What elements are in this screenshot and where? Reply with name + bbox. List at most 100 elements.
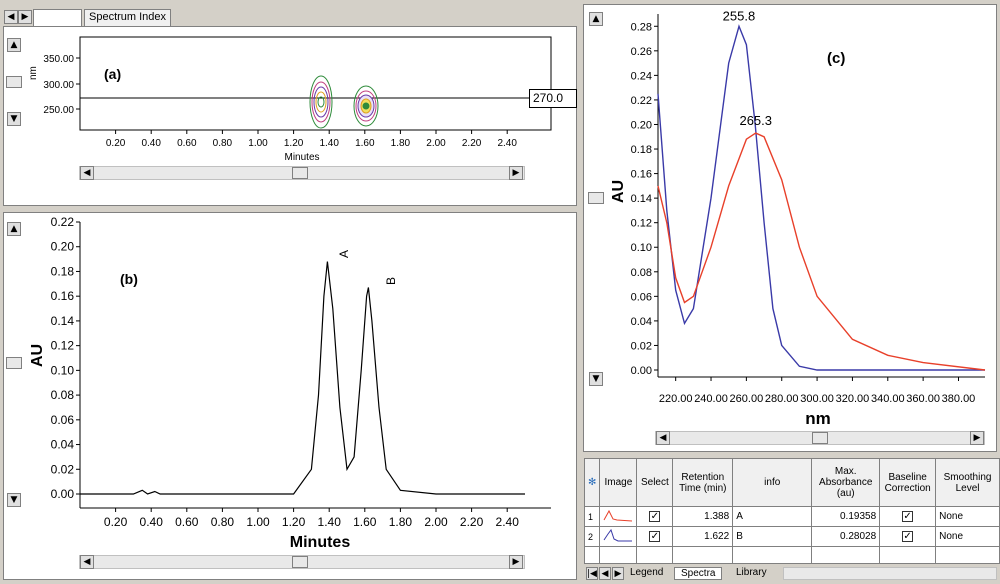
contour-y-tick-label: 350.00 — [43, 54, 74, 65]
contour-x-tick-label: 0.60 — [177, 138, 197, 149]
contour-plot: nm 350.00 300.00 250.00 0.20 0.40 0.60 0.80 1.… — [28, 36, 552, 163]
tab-nav-left-button[interactable]: ◀ — [4, 10, 18, 24]
chromatogram-x-tick-label: 0.20 — [104, 515, 128, 529]
col-header-image: Image — [599, 458, 638, 507]
spectra-x-tick-label: 280.00 — [765, 393, 799, 405]
contour-vscroll-thumb[interactable] — [6, 76, 22, 88]
contour-y-label: nm — [28, 66, 39, 80]
chromatogram-x-tick-label: 2.20 — [460, 515, 484, 529]
table-row[interactable]: 2 ✓ 1.622 B 0.28028 ✓ None — [583, 526, 1000, 547]
chromatogram-scroll-right-button[interactable]: ▶ — [509, 555, 523, 569]
table-settings-icon[interactable]: ✻ — [583, 458, 601, 507]
contour-peak-a — [309, 75, 333, 129]
peak-label-b: B — [384, 277, 398, 285]
spectra-y-label: AU — [610, 180, 627, 203]
empty-cell — [599, 546, 638, 564]
chromatogram-scroll-down-button[interactable]: ▼ — [7, 493, 21, 507]
empty-cell — [879, 546, 937, 564]
table-row-empty[interactable] — [583, 546, 1000, 564]
empty-cell — [811, 546, 881, 564]
tab-spectra[interactable]: Spectra — [674, 567, 723, 580]
chromatogram-x-tick-label: 2.40 — [496, 515, 520, 529]
chromatogram-x-tick-label: 1.80 — [389, 515, 413, 529]
chromatogram-y-tick-label: 0.16 — [51, 289, 75, 303]
row-info: A — [732, 506, 813, 527]
spectra-x-tick-label: 320.00 — [836, 393, 870, 405]
bottom-tab-next-button[interactable]: ▶ — [612, 567, 624, 580]
spectra-vscroll-thumb[interactable] — [588, 192, 604, 204]
table-header-row: ✻ Image Select Retention Time (min) info… — [583, 458, 1000, 507]
chromatogram-hscroll-thumb[interactable] — [292, 556, 308, 568]
spectra-y-tick-label: 0.20 — [631, 119, 652, 131]
chromatogram-x-tick-label: 1.40 — [318, 515, 342, 529]
chromatogram-y-tick-label: 0.06 — [51, 413, 75, 427]
chromatogram-x-tick-label: 0.80 — [211, 515, 235, 529]
row-select-checkbox[interactable]: ✓ — [636, 526, 674, 547]
spectra-y-tick-label: 0.12 — [631, 218, 652, 230]
spectra-y-tick-label: 0.00 — [631, 365, 652, 377]
table-hscrollbar[interactable] — [783, 567, 997, 580]
row-thumbnail-image — [599, 506, 638, 527]
chromatogram-x-tick-label: 1.00 — [246, 515, 270, 529]
contour-x-tick-label: 2.00 — [426, 138, 446, 149]
contour-x-tick-label: 1.80 — [391, 138, 411, 149]
contour-hscroll-thumb[interactable] — [292, 167, 308, 179]
contour-x-tick-label: 1.00 — [248, 138, 268, 149]
spectra-x-tick-label: 340.00 — [871, 393, 905, 405]
spectra-y-tick-label: 0.28 — [631, 21, 652, 33]
contour-x-label: Minutes — [284, 152, 319, 163]
row-thumbnail-image — [599, 526, 638, 547]
bottom-tab-first-button[interactable]: |◀ — [586, 567, 598, 580]
chromatogram-x-tick-label: 2.00 — [424, 515, 448, 529]
chromatogram-scroll-up-button[interactable]: ▲ — [7, 222, 21, 236]
chromatogram-y-tick-label: 0.20 — [51, 240, 75, 254]
wavelength-input[interactable]: 270.0 — [529, 89, 577, 108]
chromatogram-vscroll-thumb[interactable] — [6, 357, 22, 369]
tab-contour[interactable]: Contour — [33, 9, 83, 26]
spectra-y-tick-label: 0.08 — [631, 267, 652, 279]
chromatogram-y-tick-label: 0.14 — [51, 314, 75, 328]
chromatogram-y-tick-label: 0.02 — [51, 462, 75, 476]
row-baseline-checkbox[interactable]: ✓ — [879, 506, 937, 527]
chromatogram-y-label: AU — [29, 344, 46, 367]
contour-x-tick-label: 0.40 — [141, 138, 161, 149]
contour-x-tick-label: 1.20 — [284, 138, 304, 149]
row-baseline-checkbox[interactable]: ✓ — [879, 526, 937, 547]
tab-library[interactable]: Library — [736, 567, 767, 578]
spectra-x-tick-label: 240.00 — [694, 393, 728, 405]
spectrum-a-max-label: 265.3 — [739, 113, 772, 128]
spectra-x-tick-label: 360.00 — [906, 393, 940, 405]
chromatogram-trace — [80, 261, 525, 495]
bottom-tab-prev-button[interactable]: ◀ — [599, 567, 611, 580]
spectra-hscroll-thumb[interactable] — [812, 432, 828, 444]
chromatogram-plot: AU Minutes (b) 0.22 0.20 0.18 0.16 0.14 0.12 0… — [29, 215, 551, 551]
spectra-y-tick-label: 0.04 — [631, 316, 652, 328]
empty-cell — [583, 546, 601, 564]
spectra-scroll-up-button[interactable]: ▲ — [589, 12, 603, 26]
row-select-checkbox[interactable]: ✓ — [636, 506, 674, 527]
tab-spectrum-index[interactable]: Spectrum Index — [84, 9, 172, 26]
spectra-scroll-right-button[interactable]: ▶ — [970, 431, 984, 445]
spectra-x-tick-label: 220.00 — [659, 393, 693, 405]
contour-scroll-down-button[interactable]: ▼ — [7, 112, 21, 126]
tab-legend[interactable]: Legend — [630, 567, 664, 578]
spectra-plot: AU nm (c) 0.28 0.26 0.24 0.22 0.20 0.18 0.16 0.… — [610, 8, 986, 428]
row-smoothing-level: None — [935, 506, 1000, 527]
contour-scroll-up-button[interactable]: ▲ — [7, 38, 21, 52]
col-header-select: Select — [636, 458, 674, 507]
contour-x-tick-label: 0.20 — [106, 138, 126, 149]
contour-scroll-left-button[interactable]: ◀ — [80, 166, 94, 180]
row-number: 2 — [583, 526, 601, 547]
row-smoothing-level: None — [935, 526, 1000, 547]
contour-x-tick-label: 1.40 — [319, 138, 339, 149]
table-row[interactable]: 1 ✓ 1.388 A 0.19358 ✓ None — [583, 506, 1000, 527]
chromatogram-scroll-left-button[interactable]: ◀ — [80, 555, 94, 569]
contour-y-tick-label: 300.00 — [43, 80, 74, 91]
col-header-max-absorbance: Max. Absorbance (au) — [811, 458, 881, 507]
spectra-scroll-down-button[interactable]: ▼ — [589, 372, 603, 386]
spectra-y-tick-label: 0.02 — [631, 340, 652, 352]
spectra-scroll-left-button[interactable]: ◀ — [656, 431, 670, 445]
chromatogram-y-tick-label: 0.10 — [51, 363, 75, 377]
contour-scroll-right-button[interactable]: ▶ — [509, 166, 523, 180]
tab-nav-right-button[interactable]: ▶ — [18, 10, 32, 24]
